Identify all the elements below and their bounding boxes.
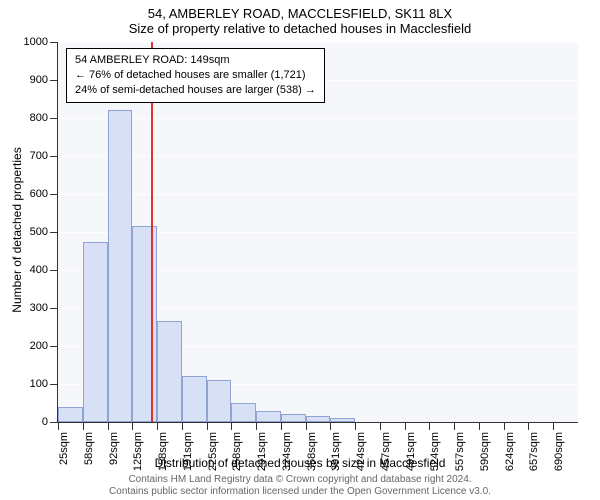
y-tick-label: 400 — [30, 264, 58, 276]
chart-title-desc: Size of property relative to detached ho… — [0, 21, 600, 40]
x-tick — [157, 422, 158, 430]
x-tick — [58, 422, 59, 430]
x-tick — [429, 422, 430, 430]
histogram-bar — [58, 407, 83, 422]
gridline — [58, 42, 578, 43]
gridline — [58, 194, 578, 195]
info-box-line2: ← 76% of detached houses are smaller (1,… — [75, 68, 316, 83]
info-box-line3: 24% of semi-detached houses are larger (… — [75, 83, 316, 98]
histogram-bar — [231, 403, 256, 422]
histogram-bar — [157, 321, 182, 422]
x-tick — [182, 422, 183, 430]
y-axis — [57, 42, 58, 422]
y-tick-label: 0 — [42, 416, 58, 428]
histogram-bar — [182, 376, 207, 422]
x-tick — [306, 422, 307, 430]
x-tick — [231, 422, 232, 430]
x-tick — [528, 422, 529, 430]
histogram-bar — [108, 110, 133, 422]
y-axis-label: Number of detached properties — [10, 147, 24, 312]
info-box: 54 AMBERLEY ROAD: 149sqm← 76% of detache… — [66, 48, 325, 103]
y-tick-label: 100 — [30, 378, 58, 390]
y-tick-label: 1000 — [24, 36, 58, 48]
x-tick — [256, 422, 257, 430]
x-axis — [58, 422, 578, 423]
x-tick — [380, 422, 381, 430]
footer-line1: Contains HM Land Registry data © Crown c… — [0, 474, 600, 486]
x-tick — [132, 422, 133, 430]
x-tick — [330, 422, 331, 430]
y-tick-label: 800 — [30, 112, 58, 124]
chart-title-address: 54, AMBERLEY ROAD, MACCLESFIELD, SK11 8L… — [0, 0, 600, 21]
x-tick — [504, 422, 505, 430]
x-axis-label: Distribution of detached houses by size … — [0, 456, 600, 470]
x-tick — [83, 422, 84, 430]
x-tick — [454, 422, 455, 430]
y-tick-label: 900 — [30, 74, 58, 86]
y-tick-label: 700 — [30, 150, 58, 162]
gridline — [58, 118, 578, 119]
histogram-bar — [281, 414, 306, 422]
x-tick — [108, 422, 109, 430]
y-tick-label: 200 — [30, 340, 58, 352]
info-box-line1: 54 AMBERLEY ROAD: 149sqm — [75, 53, 316, 68]
footer-attribution: Contains HM Land Registry data © Crown c… — [0, 474, 600, 498]
histogram-bar — [207, 380, 232, 422]
histogram-bar — [132, 226, 157, 422]
x-tick — [355, 422, 356, 430]
y-tick-label: 600 — [30, 188, 58, 200]
gridline — [58, 156, 578, 157]
x-tick — [553, 422, 554, 430]
y-tick-label: 500 — [30, 226, 58, 238]
histogram-bar — [256, 411, 281, 422]
histogram-bar — [83, 242, 108, 423]
x-tick — [207, 422, 208, 430]
x-tick — [281, 422, 282, 430]
x-tick — [479, 422, 480, 430]
histogram-chart: 0100200300400500600700800900100025sqm58s… — [58, 42, 578, 422]
x-tick — [405, 422, 406, 430]
footer-line2: Contains public sector information licen… — [0, 486, 600, 498]
y-tick-label: 300 — [30, 302, 58, 314]
